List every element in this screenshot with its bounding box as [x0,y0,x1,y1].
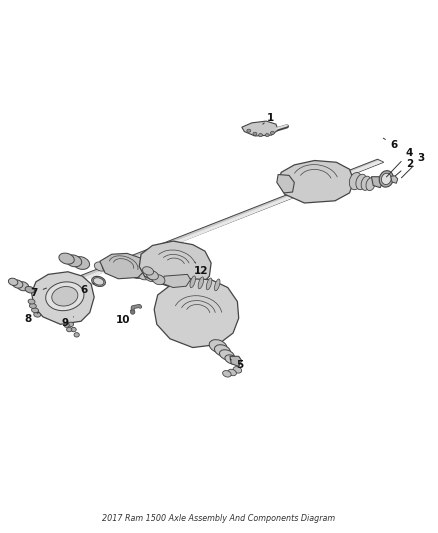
Text: 8: 8 [25,312,39,324]
Ellipse shape [223,370,231,377]
Ellipse shape [17,281,29,291]
Ellipse shape [12,280,23,288]
Polygon shape [154,279,239,348]
Ellipse shape [379,171,393,187]
Ellipse shape [131,310,135,314]
Ellipse shape [34,312,41,317]
Text: 10: 10 [115,310,131,325]
Ellipse shape [361,176,371,190]
Text: 12: 12 [194,262,209,276]
Polygon shape [44,160,383,295]
Ellipse shape [366,177,375,191]
Ellipse shape [228,369,237,376]
Ellipse shape [74,333,79,337]
Polygon shape [139,241,211,289]
Polygon shape [278,160,354,203]
Polygon shape [32,272,94,324]
Ellipse shape [92,276,106,286]
Text: 5: 5 [230,359,244,370]
Ellipse shape [270,131,274,134]
Polygon shape [371,177,383,188]
Ellipse shape [52,287,78,306]
Ellipse shape [102,263,115,272]
Ellipse shape [123,268,136,277]
Ellipse shape [215,279,220,291]
Ellipse shape [29,303,36,309]
Text: 7: 7 [31,288,46,298]
Ellipse shape [72,256,90,269]
Polygon shape [100,253,147,279]
Text: 9: 9 [61,317,74,328]
Ellipse shape [215,345,230,357]
Ellipse shape [145,272,158,281]
Ellipse shape [93,278,104,285]
Text: 6: 6 [81,284,94,295]
Ellipse shape [59,253,74,264]
Text: 1: 1 [263,112,274,124]
Ellipse shape [206,278,212,290]
Ellipse shape [116,266,129,276]
Text: 4: 4 [386,148,413,177]
Ellipse shape [68,322,74,327]
Polygon shape [162,274,191,287]
Ellipse shape [28,299,35,304]
Ellipse shape [253,132,257,135]
Ellipse shape [32,308,39,313]
Ellipse shape [209,340,227,353]
Ellipse shape [233,367,242,373]
Ellipse shape [198,277,204,289]
Ellipse shape [350,173,362,190]
Ellipse shape [190,276,195,288]
Ellipse shape [142,266,154,275]
Ellipse shape [94,262,107,271]
Ellipse shape [381,173,391,184]
Ellipse shape [146,271,159,280]
Polygon shape [391,176,398,183]
Ellipse shape [225,355,237,364]
Polygon shape [242,121,278,136]
Ellipse shape [247,129,251,132]
Ellipse shape [219,350,234,360]
Ellipse shape [67,327,72,332]
Ellipse shape [46,282,84,311]
Ellipse shape [137,271,150,280]
Ellipse shape [265,134,269,136]
Ellipse shape [130,269,143,279]
Polygon shape [230,356,242,366]
Text: 2: 2 [396,159,413,176]
Ellipse shape [64,323,69,327]
Ellipse shape [71,327,76,332]
Ellipse shape [356,174,367,190]
Polygon shape [277,174,294,193]
Polygon shape [41,159,384,294]
Ellipse shape [110,265,123,274]
Ellipse shape [65,255,82,267]
Ellipse shape [258,134,263,136]
Text: 3: 3 [401,153,425,178]
Ellipse shape [8,278,18,286]
Ellipse shape [152,274,165,285]
Text: 2017 Ram 1500 Axle Assembly And Components Diagram: 2017 Ram 1500 Axle Assembly And Componen… [102,514,336,523]
Text: 6: 6 [383,138,398,150]
Ellipse shape [25,286,35,293]
